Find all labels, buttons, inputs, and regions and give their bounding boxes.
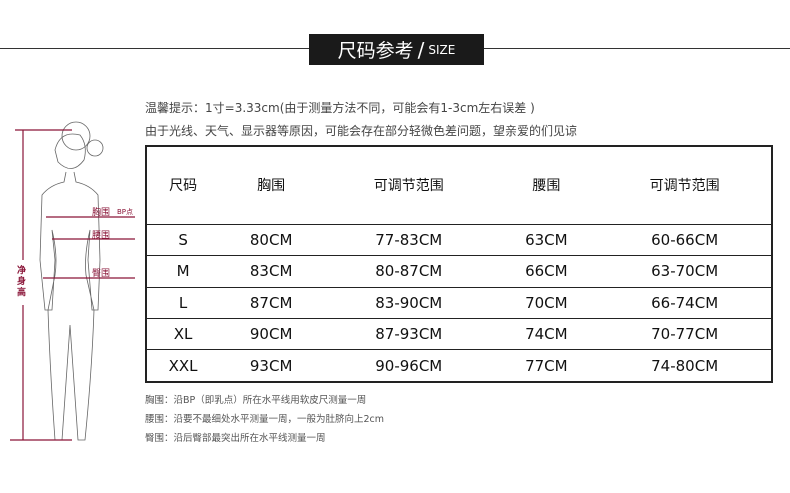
col-header: 胸围 — [257, 178, 286, 195]
height-label: 净身高 — [17, 266, 27, 298]
title-zh: 尺码参考 — [337, 40, 414, 62]
footnote-hip: 臀围：沿后臀部最突出所在水平线测量一周 — [145, 433, 326, 444]
col-header: 腰围 — [532, 178, 561, 195]
table-header: 尺码 胸围 可调节范围 腰围 可调节范围 — [146, 146, 772, 224]
table-cell: M — [146, 255, 220, 288]
table-cell: XL — [146, 317, 220, 350]
table-row: XL 90CM 87-93CM 74CM 70-77CM — [146, 317, 772, 350]
table-cell: 80CM — [219, 223, 324, 256]
table-cell: L — [146, 286, 220, 319]
table-cell: 60-66CM — [598, 223, 772, 256]
table-cell: 66CM — [494, 255, 599, 288]
table-cell: 70CM — [494, 286, 599, 319]
bp-label: BP点 — [117, 208, 134, 216]
body-figure — [10, 121, 135, 441]
waist-label: 腰围 — [92, 231, 111, 241]
table-row: M 83CM 80-87CM 66CM 63-70CM — [146, 255, 772, 288]
header-rule-right — [484, 48, 790, 49]
table-cell: 74CM — [494, 317, 599, 350]
table-cell: XXL — [146, 349, 220, 382]
table-cell: 90CM — [219, 317, 324, 350]
note-color: 由于光线、天气、显示器等原因，可能会存在部分轻微色差问题，望亲爱的们见谅 — [145, 124, 578, 138]
table-cell: 77-83CM — [323, 223, 495, 256]
table-row: XXL 93CM 90-96CM 77CM 74-80CM — [146, 349, 772, 382]
footnote-bust: 胸围：沿BP（即乳点）所在水平线用软皮尺测量一周 — [145, 395, 367, 406]
title-separator: / — [417, 37, 425, 62]
table-cell: 63-70CM — [598, 255, 772, 288]
hip-label: 臀围 — [92, 269, 111, 279]
table-cell: 83CM — [219, 255, 324, 288]
table-cell: 74-80CM — [598, 349, 772, 382]
title-en: SIZE — [428, 42, 456, 57]
col-header: 可调节范围 — [373, 178, 444, 195]
note-tip: 温馨提示：1寸=3.33cm(由于测量方法不同，可能会有1-3cm左右误差 ) — [145, 101, 535, 115]
col-header: 尺码 — [169, 178, 198, 195]
bust-label: 胸围 — [92, 208, 111, 218]
table-cell: 83-90CM — [323, 286, 495, 319]
header-rule-left — [0, 48, 309, 49]
table-cell: 66-74CM — [598, 286, 772, 319]
table-cell: 63CM — [494, 223, 599, 256]
table-cell: 93CM — [219, 349, 324, 382]
table-cell: 87CM — [219, 286, 324, 319]
col-header: 可调节范围 — [649, 178, 720, 195]
table-row: L 87CM 83-90CM 70CM 66-74CM — [146, 286, 772, 319]
footnote-waist: 腰围：沿要不最细处水平测量一周，一般为肚脐向上2cm — [145, 414, 385, 425]
section-title: 尺码参考 / SIZE — [309, 34, 484, 65]
size-table: 尺码 胸围 可调节范围 腰围 可调节范围 S 80CM 77-83CM 63CM 60-… — [145, 145, 773, 383]
table-row: S 80CM 77-83CM 63CM 60-66CM — [146, 223, 772, 256]
table-cell: S — [146, 223, 220, 256]
table-cell: 80-87CM — [323, 255, 495, 288]
table-cell: 77CM — [494, 349, 599, 382]
table-cell: 70-77CM — [598, 317, 772, 350]
table-cell: 87-93CM — [323, 317, 495, 350]
table-cell: 90-96CM — [323, 349, 495, 382]
